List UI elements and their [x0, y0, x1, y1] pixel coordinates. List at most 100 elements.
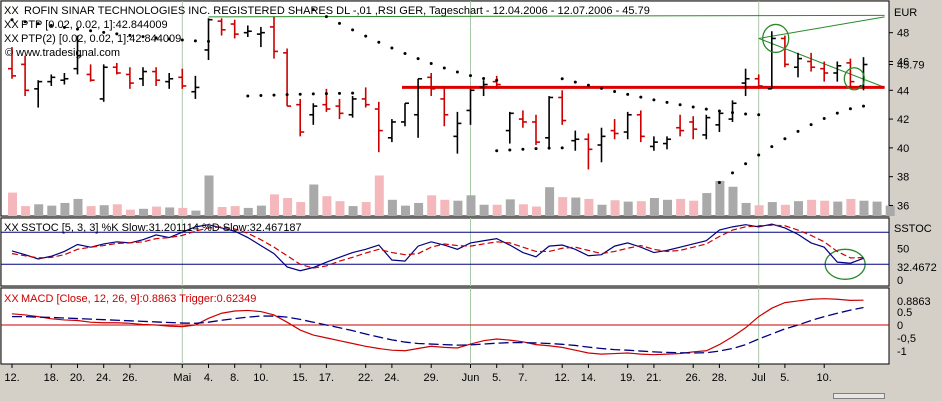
sar-dot [691, 105, 695, 109]
volume-bar [60, 202, 70, 216]
price-tick-label: 42 [897, 114, 909, 126]
volume-bar [859, 200, 869, 216]
sar-dot [76, 27, 79, 31]
sar-dot [351, 28, 355, 32]
ohlc-bar [60, 73, 69, 85]
highlight-circle [762, 23, 790, 54]
ohlc-bar [545, 96, 554, 150]
sar-dot [324, 92, 328, 96]
ohlc-bar [256, 26, 265, 48]
volume-bar [571, 197, 581, 216]
volume-bar [846, 198, 856, 216]
ohlc-bar [610, 119, 619, 140]
sar-dot [731, 171, 734, 175]
date-tick-label: 22. [358, 372, 373, 384]
ohlc-bar [165, 73, 174, 89]
volume-bar [427, 195, 437, 216]
volume-bar [715, 180, 725, 216]
ohlc-bar [741, 68, 750, 97]
volume-bar [47, 205, 57, 216]
sar-dot [796, 129, 800, 133]
ohlc-bar [191, 75, 200, 99]
volume-bar [505, 199, 515, 216]
sar-dot [193, 39, 197, 43]
sar-dot [62, 25, 66, 29]
date-axis: 12. 18. 20. 24. 26. Mai 4. 8. 10. 15. 17. 22. 24. 29.… [4, 364, 832, 384]
sar-dot [809, 123, 813, 127]
ohlc-bar [243, 25, 252, 37]
ohlc-bar [689, 116, 698, 140]
volume-bar [741, 202, 751, 216]
volume-bar [243, 207, 253, 216]
volume-bar [728, 186, 738, 216]
date-tick-label: 4. [204, 372, 213, 384]
value-axes: 3638404244464845.795032.467200.88630.50-… [889, 28, 937, 358]
ohlc-bar [702, 114, 711, 140]
macd-label: MACD [Close, 12, 26, 9]:0.8863 Trigger:0… [21, 293, 256, 305]
volume-bar [8, 192, 17, 216]
sar-dot [560, 146, 564, 150]
volume-bar [361, 202, 371, 216]
sar-dot [704, 107, 708, 111]
date-tick-label: 17. [319, 372, 334, 384]
ohlc-bar [361, 87, 370, 108]
ohlc-bar [86, 64, 95, 82]
sar-dot [272, 93, 276, 97]
price-tick-label: 44 [897, 85, 909, 97]
sar-dot [285, 93, 289, 97]
ohlc-bar [125, 67, 134, 89]
volume-bar [256, 205, 266, 216]
ohlc-bar [152, 67, 161, 86]
ohlc-bar [754, 74, 763, 89]
ohlc-bar [401, 102, 409, 127]
sar-dot [36, 22, 40, 26]
sar-dot [822, 116, 826, 120]
sar-dot [390, 46, 394, 50]
ohlc-bar [820, 61, 829, 82]
volume-bar [623, 201, 633, 216]
volume-bar [296, 202, 306, 216]
volume-bar [335, 201, 345, 216]
sar-dot [482, 76, 486, 80]
macd-tick-label: 0 [897, 320, 903, 332]
source-label: © www.tradesignal.com [5, 47, 120, 59]
sar-dot [377, 40, 381, 44]
macd-tick-label: 0.5 [897, 307, 912, 319]
last-price-label: 45.79 [897, 60, 925, 72]
header-xx-1: XX [4, 5, 19, 17]
volume-bar [479, 204, 489, 216]
volume-bar [754, 205, 764, 216]
sar-dot [600, 86, 603, 90]
trendline [208, 14, 885, 18]
date-tick-label: 20. [70, 372, 85, 384]
price-tick-label: 46 [897, 56, 909, 68]
date-tick-label: 12. [555, 372, 570, 384]
macd-panel[interactable] [0, 287, 890, 365]
ohlc-bar [283, 48, 292, 107]
sar-dot [626, 92, 630, 96]
sstoc-tick-label: 0 [897, 275, 903, 287]
volume-bar [885, 205, 895, 216]
date-tick-label: 21. [646, 372, 661, 384]
volume-bar [518, 204, 528, 216]
scroll-thumb[interactable] [833, 393, 885, 399]
volume-bar [597, 204, 607, 216]
sstoc-panel[interactable] [0, 217, 890, 287]
volume-bars [8, 175, 895, 216]
volume-bar [152, 206, 162, 216]
sar-dot [862, 104, 865, 108]
ohlc-bar [597, 127, 606, 163]
ohlc-bar [335, 98, 344, 120]
sar-dot [770, 145, 774, 149]
sar-dot [717, 180, 721, 184]
sar-dot [508, 148, 512, 152]
sar-dot [102, 30, 106, 34]
price-tick-label: 38 [897, 172, 909, 184]
sar-dot [455, 70, 459, 74]
sar-dot [115, 32, 119, 36]
sar-dot [259, 94, 263, 98]
sar-dot [49, 24, 53, 28]
sar-dot [639, 95, 643, 99]
volume-bar [702, 193, 712, 216]
